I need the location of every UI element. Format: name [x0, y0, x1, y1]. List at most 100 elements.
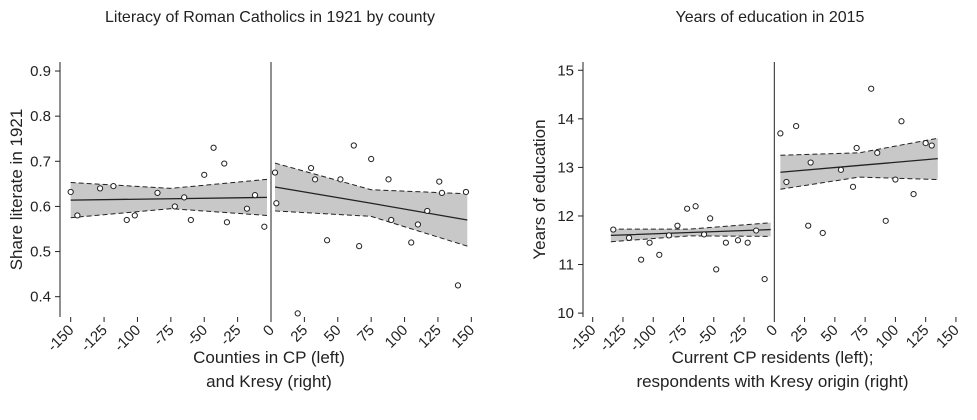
point: [898, 118, 905, 125]
x-tick-label: 25: [287, 322, 311, 346]
x-axis-label: respondents with Kresy origin (right): [636, 372, 908, 391]
point: [337, 176, 344, 183]
point: [294, 310, 301, 317]
point: [221, 160, 228, 167]
x-tick-label: 75: [354, 322, 378, 346]
ci-lower: [780, 176, 938, 190]
x-tick-label: -150: [566, 322, 599, 355]
y-tick-label: 0.7: [30, 153, 51, 170]
chart-title: Literacy of Roman Catholics in 1921 by c…: [105, 9, 435, 26]
y-tick-label: 0.9: [30, 63, 51, 80]
point: [849, 183, 857, 190]
x-tick-label: -50: [693, 322, 720, 349]
point: [110, 183, 117, 190]
point: [837, 166, 845, 173]
x-tick-label: -125: [597, 322, 630, 355]
y-tick-label: 0.4: [30, 289, 51, 306]
x-axis-label: Current CP residents (left);: [672, 348, 874, 367]
point: [408, 239, 415, 246]
point: [311, 176, 319, 183]
ci-lower: [610, 235, 771, 243]
x-tick-label: 125: [903, 322, 933, 352]
point: [154, 189, 161, 196]
point: [646, 239, 653, 246]
point: [692, 203, 699, 210]
ci-lower: [274, 210, 468, 247]
point: [273, 200, 280, 207]
point: [187, 216, 194, 224]
point: [261, 223, 268, 230]
x-tick-label: 150: [448, 322, 478, 352]
point: [868, 85, 875, 92]
point: [171, 203, 178, 210]
x-tick-label: 100: [382, 322, 412, 352]
x-tick-label: -25: [724, 322, 751, 349]
point: [350, 142, 357, 149]
x-tick-label: 50: [321, 322, 345, 346]
point: [74, 212, 81, 219]
point: [388, 216, 395, 224]
chart-title: Years of education in 2015: [676, 9, 865, 26]
point: [674, 222, 681, 229]
x-tick-label: -25: [217, 322, 244, 349]
point: [424, 207, 431, 215]
point: [638, 256, 645, 263]
x-tick-label: -125: [78, 322, 111, 355]
ci-upper: [780, 137, 938, 156]
point: [123, 216, 130, 224]
fit-line: [70, 196, 268, 201]
point: [922, 140, 929, 147]
point: [853, 144, 860, 152]
point: [356, 243, 363, 250]
ci-upper: [274, 162, 468, 195]
point: [131, 212, 138, 219]
point: [67, 188, 74, 196]
point: [713, 266, 720, 273]
x-tick-label: 50: [818, 322, 842, 346]
point: [700, 231, 708, 238]
point: [307, 164, 315, 172]
point: [722, 239, 729, 246]
y-tick-label: 13: [557, 159, 574, 176]
x-tick-label: -75: [663, 322, 690, 349]
x-tick-label: 75: [848, 322, 872, 346]
point: [454, 282, 462, 289]
point: [414, 221, 422, 228]
y-tick-label: 0.8: [30, 108, 51, 125]
point: [761, 276, 768, 283]
point: [783, 178, 790, 186]
point: [223, 219, 231, 226]
x-tick-label: -75: [150, 322, 177, 349]
y-axis-label: Share literate in 1921: [7, 109, 26, 271]
x-tick-label: -150: [44, 322, 77, 355]
point: [805, 222, 812, 229]
y-tick-label: 15: [557, 62, 574, 79]
y-tick-label: 0.6: [30, 198, 51, 215]
point: [243, 205, 251, 212]
point: [744, 239, 751, 246]
y-tick-label: 14: [557, 111, 574, 128]
point: [734, 237, 742, 244]
point: [793, 123, 800, 130]
x-tick-label: 0: [763, 322, 781, 340]
point: [777, 130, 784, 137]
y-tick-label: 11: [558, 257, 574, 274]
fit-line: [274, 186, 468, 221]
point: [819, 229, 826, 237]
ci-upper: [610, 222, 771, 230]
fit-line: [610, 228, 771, 237]
point: [684, 205, 691, 212]
confidence-band: [275, 163, 468, 247]
point: [928, 142, 935, 149]
point: [271, 169, 279, 176]
y-tick-label: 12: [557, 208, 574, 225]
point: [610, 226, 617, 233]
point: [665, 232, 673, 239]
point: [181, 194, 188, 201]
confidence-band: [780, 138, 938, 190]
point: [656, 251, 663, 258]
point: [438, 189, 446, 196]
point: [625, 234, 633, 241]
point: [462, 188, 470, 196]
